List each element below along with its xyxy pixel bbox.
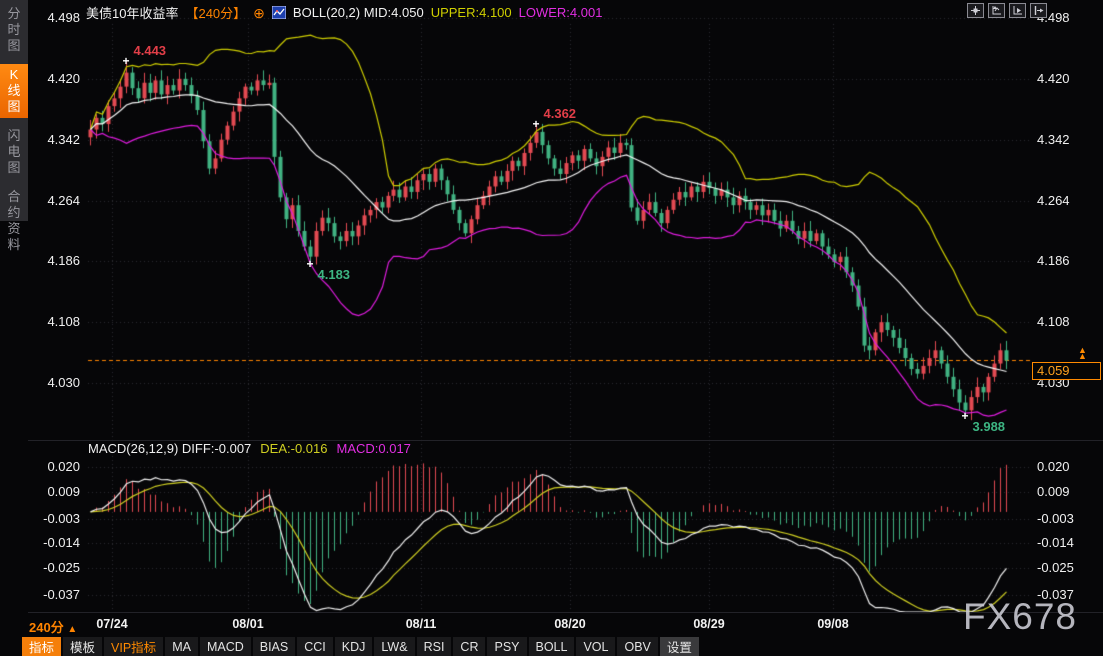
axis-label: -0.037 bbox=[34, 587, 80, 602]
tab-指标[interactable]: 指标 bbox=[22, 637, 61, 656]
axis-label: -0.025 bbox=[1037, 560, 1089, 575]
axis-label: -0.003 bbox=[1037, 511, 1089, 526]
axis-label: 4.264 bbox=[1037, 193, 1089, 208]
extreme-marker-icon: + bbox=[123, 56, 130, 66]
extreme-marker-icon: + bbox=[307, 259, 314, 269]
macd-value-label: MACD:0.017 bbox=[336, 441, 410, 456]
axis-label: 4.498 bbox=[34, 10, 80, 25]
date-tick-label: 08/11 bbox=[406, 617, 437, 631]
footer-period-label[interactable]: 240分 ▲ bbox=[29, 617, 77, 636]
axis-label: 4.108 bbox=[34, 314, 80, 329]
axis-label: -0.014 bbox=[1037, 535, 1089, 550]
axis-label: 4.108 bbox=[1037, 314, 1089, 329]
panel-divider-bottom bbox=[28, 612, 1103, 613]
boll-lower-label: LOWER:4.001 bbox=[519, 5, 603, 20]
axis-label: 4.264 bbox=[34, 193, 80, 208]
date-axis: 240分 ▲ 07/24 08/01 08/11 08/20 08/29 09/08 bbox=[0, 615, 1103, 636]
axis-label: 0.009 bbox=[1037, 484, 1089, 499]
tab-MA[interactable]: MA bbox=[165, 637, 198, 656]
tab-模板[interactable]: 模板 bbox=[63, 637, 102, 656]
axis-scale-icon[interactable] bbox=[988, 3, 1005, 18]
last-price-arrows-icon: ▲▲ bbox=[1078, 347, 1087, 359]
sidebar-item-0[interactable]: 分时图 bbox=[0, 3, 28, 57]
axis-label: 4.342 bbox=[34, 132, 80, 147]
boll-upper-label: UPPER:4.100 bbox=[431, 5, 512, 20]
tab-RSI[interactable]: RSI bbox=[417, 637, 452, 656]
date-tick-label: 08/20 bbox=[554, 617, 585, 631]
tab-设置[interactable]: 设置 bbox=[660, 637, 699, 656]
date-tick-label: 07/24 bbox=[96, 617, 127, 631]
axis-pan-icon[interactable] bbox=[1030, 3, 1047, 18]
tab-KDJ[interactable]: KDJ bbox=[335, 637, 373, 656]
axis-label: 4.186 bbox=[34, 253, 80, 268]
tab-VIP指标[interactable]: VIP指标 bbox=[104, 637, 163, 656]
sidebar-item-1[interactable]: K线图 bbox=[0, 64, 28, 118]
axis-label: 4.342 bbox=[1037, 132, 1089, 147]
chart-canvas[interactable] bbox=[0, 0, 1103, 656]
tab-BOLL[interactable]: BOLL bbox=[529, 637, 575, 656]
date-tick-label: 09/08 bbox=[817, 617, 848, 631]
move-icon[interactable] bbox=[967, 3, 984, 18]
axis-label: -0.014 bbox=[34, 535, 80, 550]
tab-CCI[interactable]: CCI bbox=[297, 637, 333, 656]
price-annotation: 4.362 bbox=[544, 106, 577, 121]
axis-label: 0.020 bbox=[1037, 459, 1089, 474]
axis-label: -0.003 bbox=[34, 511, 80, 526]
macd-dea-label: DEA:-0.016 bbox=[260, 441, 327, 456]
boll-mid-label: BOLL(20,2) MID:4.050 bbox=[293, 5, 424, 20]
date-tick-label: 08/29 bbox=[693, 617, 724, 631]
indicator-tabbar: 指标模板VIP指标MAMACDBIASCCIKDJLW&RSICRPSYBOLL… bbox=[22, 637, 699, 656]
indicator-chart-icon bbox=[272, 6, 286, 19]
price-annotation: 3.988 bbox=[973, 419, 1006, 434]
last-price-tag: 4.059 bbox=[1032, 362, 1101, 380]
tab-MACD[interactable]: MACD bbox=[200, 637, 251, 656]
tab-PSY[interactable]: PSY bbox=[487, 637, 526, 656]
axis-label: 0.009 bbox=[34, 484, 80, 499]
axis-zoom-icon[interactable] bbox=[1009, 3, 1026, 18]
chart-type-sidebar: 分时图K线图闪电图合约资料 bbox=[0, 0, 28, 221]
tab-LW&[interactable]: LW& bbox=[374, 637, 414, 656]
axis-label: -0.025 bbox=[34, 560, 80, 575]
sidebar-item-2[interactable]: 闪电图 bbox=[0, 125, 28, 179]
sidebar-item-3[interactable]: 合约资料 bbox=[0, 186, 28, 256]
circle-plus-icon[interactable]: ⊕ bbox=[253, 7, 265, 19]
macd-diff-label: MACD(26,12,9) DIFF:-0.007 bbox=[88, 441, 251, 456]
extreme-marker-icon: + bbox=[533, 119, 540, 129]
tab-VOL[interactable]: VOL bbox=[576, 637, 615, 656]
tab-OBV[interactable]: OBV bbox=[617, 637, 657, 656]
period-label: 【240分】 bbox=[185, 3, 246, 22]
axis-label: 4.420 bbox=[34, 71, 80, 86]
macd-header: MACD(26,12,9) DIFF:-0.007 DEA:-0.016 MAC… bbox=[88, 441, 411, 456]
watermark: FX678 bbox=[963, 596, 1077, 638]
axis-label: 4.420 bbox=[1037, 71, 1089, 86]
tab-BIAS[interactable]: BIAS bbox=[253, 637, 296, 656]
axis-label: 0.020 bbox=[34, 459, 80, 474]
price-annotation: 4.443 bbox=[134, 43, 167, 58]
extreme-marker-icon: + bbox=[962, 411, 969, 421]
date-tick-label: 08/01 bbox=[232, 617, 263, 631]
chart-header: 美债10年收益率 【240分】 ⊕ BOLL(20,2) MID:4.050 U… bbox=[86, 3, 602, 22]
chart-toolbar bbox=[967, 3, 1047, 18]
instrument-title: 美债10年收益率 bbox=[86, 3, 178, 22]
tab-CR[interactable]: CR bbox=[453, 637, 485, 656]
price-annotation: 4.183 bbox=[318, 267, 351, 282]
axis-label: 4.030 bbox=[34, 375, 80, 390]
axis-label: 4.186 bbox=[1037, 253, 1089, 268]
